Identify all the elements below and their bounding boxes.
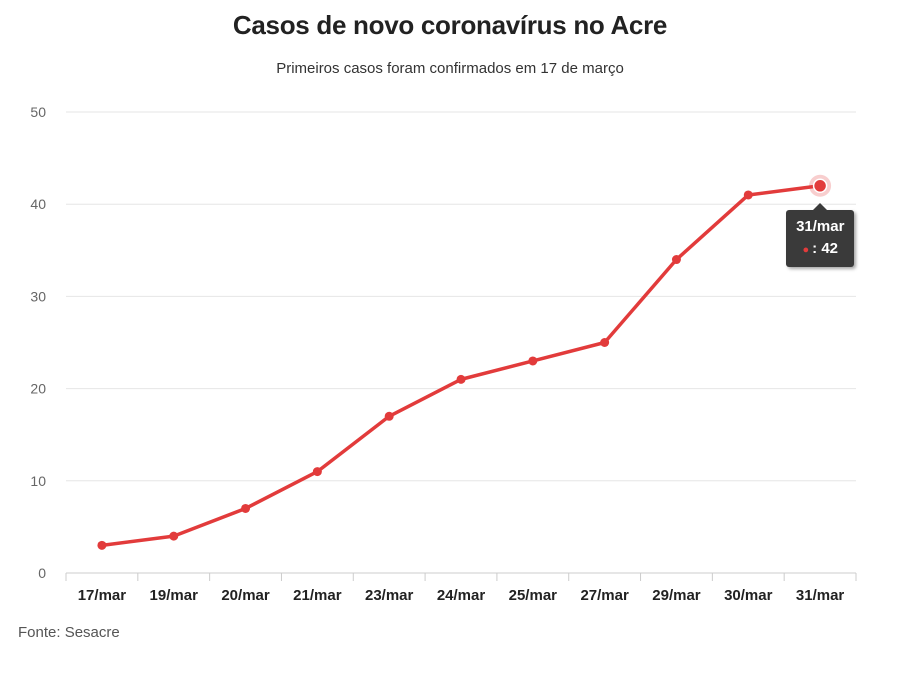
x-tick-label: 31/mar — [796, 587, 845, 604]
data-point — [241, 503, 251, 513]
chart-title: Casos de novo coronavírus no Acre — [232, 10, 668, 40]
x-tick-label: 17/mar — [78, 587, 127, 604]
x-tick-label: 25/mar — [509, 587, 558, 604]
x-tick-label: 20/mar — [221, 587, 270, 604]
x-tick-label: 27/mar — [580, 587, 629, 604]
chart-subtitle: Primeiros casos foram confirmados em 17 … — [276, 60, 624, 77]
data-point — [743, 190, 753, 200]
data-point — [600, 338, 610, 347]
tooltip-category: 31/mar — [796, 217, 845, 235]
y-tick-label: 50 — [30, 104, 46, 120]
tooltip-value: : 42 — [812, 239, 839, 257]
x-tick-label: 19/mar — [150, 587, 199, 604]
y-tick-label: 40 — [30, 196, 46, 212]
data-point — [384, 411, 394, 421]
data-point-highlighted — [812, 178, 828, 194]
y-tick-label: 20 — [30, 381, 46, 397]
data-tooltip: 31/mar ●: 42 — [786, 202, 855, 267]
data-point — [456, 374, 466, 384]
y-tick-label: 10 — [30, 473, 46, 489]
data-point — [169, 531, 179, 541]
x-tick-label: 24/mar — [437, 587, 486, 604]
data-point — [312, 467, 322, 477]
data-point — [97, 540, 107, 550]
data-point — [528, 356, 538, 366]
tooltip-value-row: ●: 42 — [796, 238, 844, 261]
x-tick-label: 23/mar — [365, 587, 414, 604]
y-tick-label: 0 — [38, 565, 46, 581]
x-tick-label: 30/mar — [724, 587, 773, 604]
series-line — [100, 184, 822, 548]
x-tick-label: 21/mar — [293, 587, 342, 604]
y-tick-label: 30 — [30, 288, 46, 304]
series-dot-icon: ● — [802, 243, 810, 256]
data-point — [671, 255, 681, 265]
x-tick-label: 29/mar — [652, 587, 701, 604]
source-note: Fonte: Sesacre — [18, 624, 120, 641]
